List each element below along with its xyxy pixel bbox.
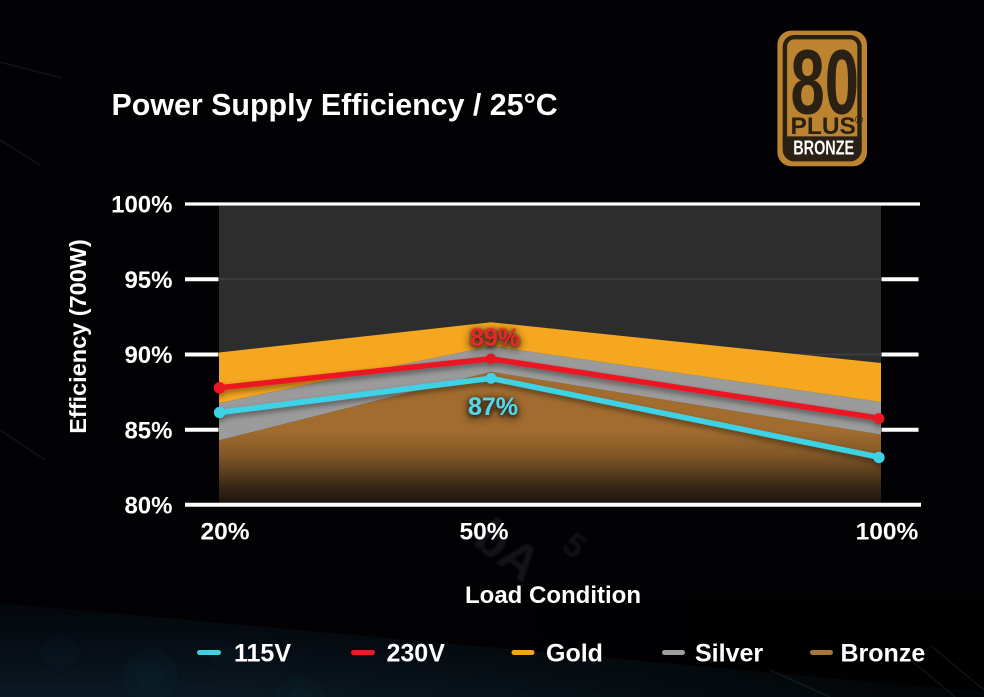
svg-text:100%: 100% [856, 519, 919, 546]
svg-text:BRONZE: BRONZE [793, 136, 854, 159]
svg-text:85%: 85% [124, 418, 172, 445]
svg-text:®: ® [855, 115, 863, 127]
svg-text:87%: 87% [468, 393, 518, 421]
svg-text:80: 80 [790, 30, 858, 133]
svg-text:230V: 230V [387, 640, 446, 668]
svg-text:90%: 90% [124, 342, 172, 369]
svg-text:PLUS: PLUS [791, 113, 856, 140]
svg-text:80%: 80% [124, 493, 172, 520]
svg-text:Efficiency (700W): Efficiency (700W) [65, 239, 91, 434]
svg-text:Silver: Silver [695, 640, 763, 668]
svg-text:95%: 95% [124, 267, 172, 294]
svg-text:Load Condition: Load Condition [465, 582, 641, 609]
svg-text:20%: 20% [200, 519, 249, 546]
svg-text:115V: 115V [234, 640, 291, 668]
svg-text:Gold: Gold [546, 640, 603, 668]
svg-text:89%: 89% [470, 324, 520, 352]
svg-text:Power Supply Efficiency / 25°C: Power Supply Efficiency / 25°C [112, 88, 558, 122]
svg-text:100%: 100% [111, 192, 172, 219]
svg-text:50%: 50% [459, 519, 508, 546]
svg-text:Bronze: Bronze [841, 640, 926, 668]
